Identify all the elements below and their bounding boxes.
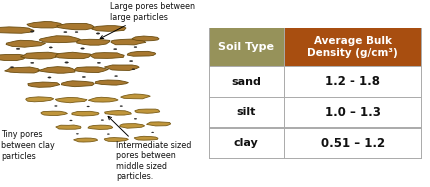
Polygon shape xyxy=(56,125,81,129)
Text: silt: silt xyxy=(237,107,256,117)
Text: Tiny pores
between clay
particles: Tiny pores between clay particles xyxy=(1,130,55,161)
Polygon shape xyxy=(41,111,68,116)
Text: 1.2 - 1.8: 1.2 - 1.8 xyxy=(325,75,380,88)
Polygon shape xyxy=(111,39,146,45)
Circle shape xyxy=(48,77,51,78)
Polygon shape xyxy=(88,125,113,129)
Polygon shape xyxy=(134,136,158,140)
Circle shape xyxy=(64,31,67,33)
Polygon shape xyxy=(127,51,156,56)
Polygon shape xyxy=(21,52,58,59)
Circle shape xyxy=(134,47,137,48)
FancyBboxPatch shape xyxy=(209,128,284,158)
FancyBboxPatch shape xyxy=(209,67,284,97)
Polygon shape xyxy=(120,94,150,99)
FancyBboxPatch shape xyxy=(209,97,284,127)
Polygon shape xyxy=(104,111,132,115)
Text: 1.0 – 1.3: 1.0 – 1.3 xyxy=(325,106,381,119)
Polygon shape xyxy=(147,122,171,126)
Text: Intermediate sized
pores between
middle sized
particles.: Intermediate sized pores between middle … xyxy=(108,116,191,181)
Circle shape xyxy=(97,62,101,63)
FancyBboxPatch shape xyxy=(284,28,421,66)
Polygon shape xyxy=(95,80,129,85)
Polygon shape xyxy=(0,54,26,61)
Text: Soil Type: Soil Type xyxy=(218,42,274,52)
Circle shape xyxy=(76,133,79,134)
Polygon shape xyxy=(38,67,75,73)
Circle shape xyxy=(10,67,14,68)
Polygon shape xyxy=(132,36,159,41)
Circle shape xyxy=(96,33,100,34)
FancyBboxPatch shape xyxy=(209,28,284,66)
Circle shape xyxy=(87,106,89,107)
Text: Average Bulk
Density (g/cm³): Average Bulk Density (g/cm³) xyxy=(307,36,398,58)
Circle shape xyxy=(82,76,86,78)
Polygon shape xyxy=(74,67,108,73)
Text: sand: sand xyxy=(231,77,261,87)
Circle shape xyxy=(115,76,117,77)
Text: Large pores between
large particles: Large pores between large particles xyxy=(100,2,195,39)
Circle shape xyxy=(70,120,72,121)
Polygon shape xyxy=(120,124,144,128)
Circle shape xyxy=(151,132,154,133)
Circle shape xyxy=(129,60,133,62)
Polygon shape xyxy=(39,36,80,43)
Circle shape xyxy=(81,48,84,49)
Circle shape xyxy=(114,48,117,50)
Circle shape xyxy=(16,48,20,50)
Polygon shape xyxy=(57,23,94,30)
Circle shape xyxy=(31,62,34,63)
Circle shape xyxy=(132,69,135,70)
Circle shape xyxy=(31,31,34,32)
Polygon shape xyxy=(55,52,90,59)
Polygon shape xyxy=(55,97,87,103)
FancyBboxPatch shape xyxy=(284,128,421,158)
Text: clay: clay xyxy=(234,138,258,148)
Polygon shape xyxy=(90,53,124,58)
Polygon shape xyxy=(72,111,99,116)
Polygon shape xyxy=(135,109,160,113)
Polygon shape xyxy=(27,22,63,28)
Text: 0.51 – 1.2: 0.51 – 1.2 xyxy=(320,137,385,150)
Polygon shape xyxy=(104,65,139,70)
FancyBboxPatch shape xyxy=(284,67,421,97)
Polygon shape xyxy=(26,97,54,102)
Polygon shape xyxy=(0,27,34,33)
Circle shape xyxy=(134,118,137,119)
Polygon shape xyxy=(104,138,129,141)
Polygon shape xyxy=(6,40,46,47)
Circle shape xyxy=(101,120,104,121)
Polygon shape xyxy=(5,67,40,73)
Polygon shape xyxy=(61,81,94,87)
FancyBboxPatch shape xyxy=(284,97,421,127)
Circle shape xyxy=(65,62,68,63)
Circle shape xyxy=(55,105,57,106)
Polygon shape xyxy=(92,26,126,31)
Polygon shape xyxy=(88,97,118,102)
Circle shape xyxy=(120,106,123,107)
Circle shape xyxy=(49,47,52,48)
Polygon shape xyxy=(77,39,110,45)
Polygon shape xyxy=(74,138,98,142)
Circle shape xyxy=(107,134,110,135)
Circle shape xyxy=(75,32,78,33)
Polygon shape xyxy=(28,82,60,87)
